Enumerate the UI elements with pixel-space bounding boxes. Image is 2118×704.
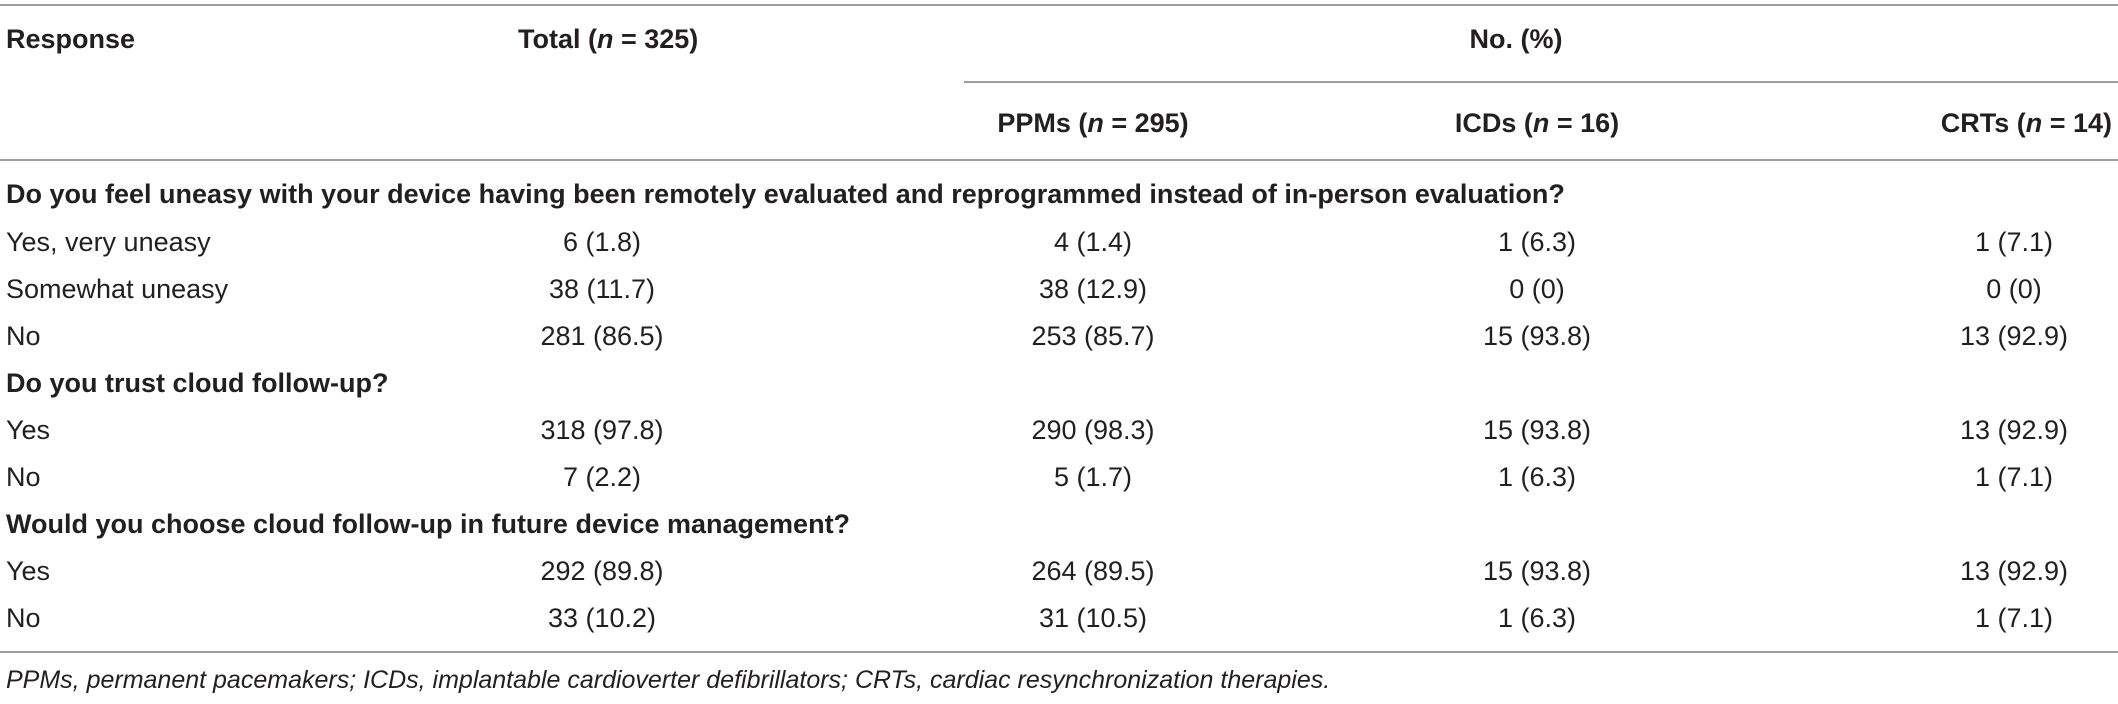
cell-total: 33 (10.2) [547, 603, 657, 633]
table-bottom-rule [0, 651, 2118, 653]
cell-icds: 1 (6.3) [1497, 227, 1577, 257]
row-label: No [6, 462, 41, 492]
row-label: Yes [6, 415, 51, 445]
cell-icds: 0 (0) [1509, 274, 1565, 304]
cell-crts: 0 (0) [1986, 274, 2042, 304]
section-question: Do you feel uneasy with your device havi… [6, 179, 1565, 209]
row-label: No [6, 321, 41, 351]
cell-ppms: 4 (1.4) [1053, 227, 1133, 257]
cell-ppms: 5 (1.7) [1053, 462, 1133, 492]
row-label: Yes, very uneasy [6, 227, 211, 257]
cell-icds: 1 (6.3) [1497, 462, 1577, 492]
table-footnote: PPMs, permanent pacemakers; ICDs, implan… [6, 666, 1331, 694]
header-bottom-rule [0, 159, 2118, 161]
cell-ppms: 264 (89.5) [1031, 556, 1155, 586]
cell-crts: 13 (92.9) [1959, 556, 2069, 586]
header-total: Total (n = 325) [518, 24, 699, 54]
group-header-rule [964, 81, 2118, 83]
cell-total: 6 (1.8) [562, 227, 642, 257]
row-label: Somewhat uneasy [6, 274, 229, 304]
cell-total: 292 (89.8) [540, 556, 664, 586]
header-response: Response [6, 24, 136, 54]
header-crts: CRTs (n = 14) [1940, 108, 2112, 138]
header-group-no-percent: No. (%) [1469, 24, 1563, 54]
cell-total: 281 (86.5) [540, 321, 664, 351]
table-top-rule [0, 4, 2118, 6]
header-icds: ICDs (n = 16) [1454, 108, 1620, 138]
section-question: Do you trust cloud follow-up? [6, 368, 389, 398]
cell-total: 7 (2.2) [562, 462, 642, 492]
cell-crts: 1 (7.1) [1974, 227, 2054, 257]
cell-ppms: 253 (85.7) [1031, 321, 1155, 351]
cell-crts: 13 (92.9) [1959, 321, 2069, 351]
cell-icds: 15 (93.8) [1482, 321, 1592, 351]
cell-ppms: 290 (98.3) [1031, 415, 1155, 445]
cell-icds: 15 (93.8) [1482, 556, 1592, 586]
cell-crts: 1 (7.1) [1974, 462, 2054, 492]
cell-ppms: 31 (10.5) [1038, 603, 1148, 633]
cell-crts: 1 (7.1) [1974, 603, 2054, 633]
cell-icds: 15 (93.8) [1482, 415, 1592, 445]
cell-total: 318 (97.8) [540, 415, 664, 445]
cell-ppms: 38 (12.9) [1038, 274, 1148, 304]
row-label: Yes [6, 556, 51, 586]
header-ppms: PPMs (n = 295) [997, 108, 1189, 138]
section-question: Would you choose cloud follow-up in futu… [6, 509, 851, 539]
cell-total: 38 (11.7) [548, 274, 656, 304]
cell-icds: 1 (6.3) [1497, 603, 1577, 633]
cell-crts: 13 (92.9) [1959, 415, 2069, 445]
row-label: No [6, 603, 41, 633]
